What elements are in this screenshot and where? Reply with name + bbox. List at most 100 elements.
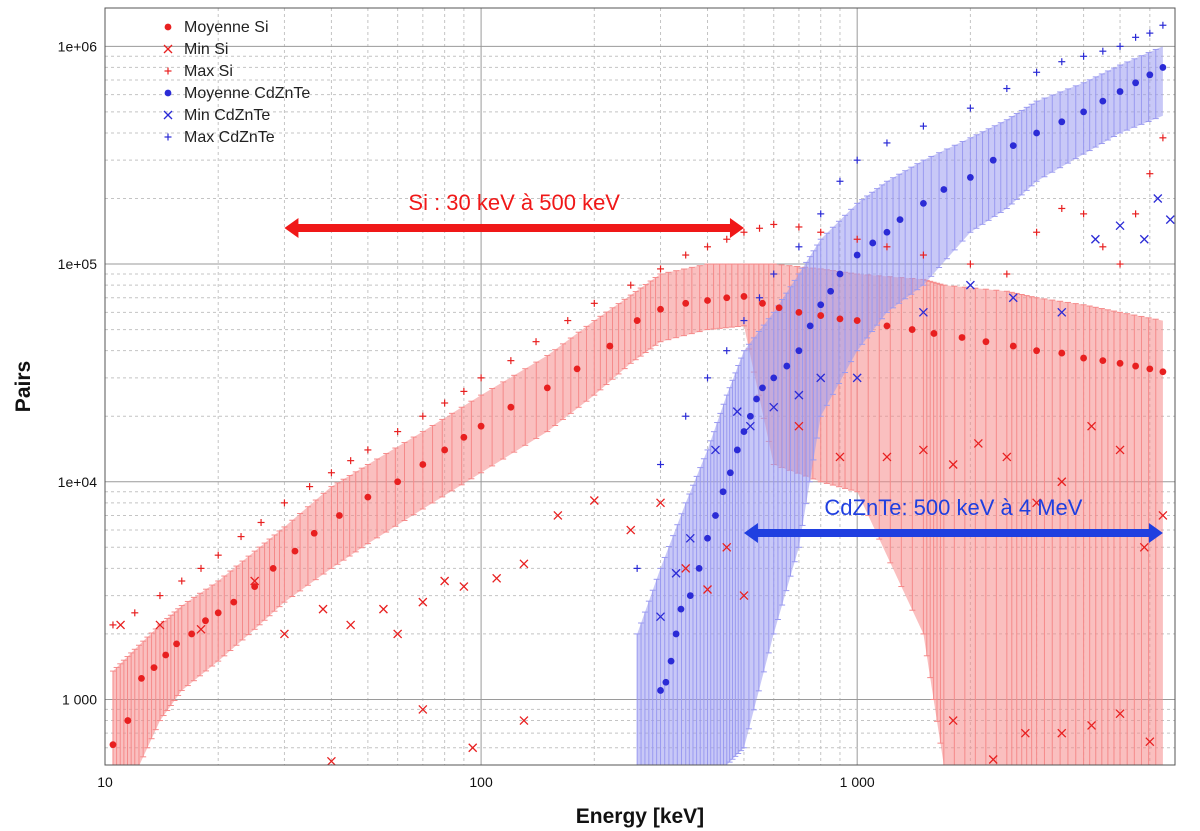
series-min-si-point	[459, 582, 469, 592]
series-min-si-point	[948, 716, 958, 726]
series-max-si-point	[704, 243, 712, 251]
series-min-si-point-stroke	[1139, 542, 1149, 552]
series-min-si-point	[492, 573, 502, 583]
series-moyenne-si-point	[1159, 368, 1167, 376]
series-min-si-point	[1032, 498, 1042, 508]
series-min-cdznte-point-stroke	[1115, 221, 1125, 231]
series-min-cdznte-point	[1008, 293, 1018, 303]
series-min-cdznte-point	[918, 307, 928, 317]
series-max-cdznte-point	[1003, 85, 1011, 93]
series-moyenne-cdznte-point	[657, 687, 664, 694]
series-moyenne-cdznte-point	[817, 301, 825, 309]
series-min-cdznte-point	[965, 280, 975, 290]
series-min-si-point-stroke	[1020, 728, 1030, 738]
series-min-si-point-stroke	[553, 511, 563, 520]
series-moyenne-cdznte-point	[919, 199, 927, 207]
series-min-cdznte-point	[1090, 234, 1100, 244]
legend-label: Max Si	[184, 63, 233, 80]
series-moyenne-cdznte-point	[1159, 64, 1167, 71]
series-min-si-point-stroke	[1057, 728, 1067, 738]
series-moyenne-si-point	[419, 461, 427, 468]
series-max-cdznte-point	[966, 104, 974, 112]
series-min-si-point-stroke	[1115, 445, 1125, 455]
series-min-cdznte-point-stroke	[1139, 234, 1149, 244]
series-min-si-point	[378, 604, 388, 614]
series-moyenne-cdznte-point	[770, 374, 778, 382]
series-min-cdznte-point	[1057, 307, 1067, 317]
series-min-cdznte-point	[816, 373, 826, 383]
series-min-si-point-stroke	[882, 452, 892, 462]
series-min-si	[116, 421, 1168, 765]
series-moyenne-cdznte-point	[940, 186, 948, 193]
series-max-cdznte-point	[1033, 68, 1041, 76]
series-moyenne-si-point	[657, 305, 664, 313]
series-moyenne-si-point	[853, 317, 861, 324]
series-min-si-point	[346, 620, 356, 630]
series-moyenne-si-point	[930, 330, 938, 337]
series-moyenne-si-point	[124, 717, 132, 724]
series-max-si-point	[394, 428, 402, 436]
series-moyenne-si-point	[251, 583, 259, 590]
series-max-si-point	[682, 251, 690, 259]
series-max-cdznte-point	[1159, 21, 1167, 29]
series-max-cdznte-point	[795, 243, 803, 251]
series-moyenne-si-point	[441, 446, 449, 454]
series-max-si-point	[441, 399, 449, 407]
series-moyenne-si-point	[310, 529, 318, 537]
series-min-si-point-stroke	[1145, 737, 1155, 747]
series-min-cdznte-point-stroke	[816, 373, 826, 383]
series-min-cdznte-point	[732, 407, 742, 417]
legend-marker-stroke	[163, 110, 173, 120]
data-points	[109, 21, 1175, 765]
series-min-si-point	[440, 576, 450, 586]
series-min-si-point-stroke	[326, 756, 336, 765]
series-moyenne-si-point	[1099, 357, 1107, 365]
series-min-si-point-stroke	[155, 620, 165, 630]
y-tick-label: 1 000	[62, 691, 97, 707]
series-moyenne-si-point	[150, 664, 158, 672]
series-min-cdznte-point-stroke	[671, 568, 681, 578]
axes: 10 100 1 000 1 000 1e+04 1e+05 1e+06 Energy [ke…	[12, 7, 1176, 828]
series-moyenne-cdznte-point	[783, 362, 791, 370]
series-min-si-point-stroke	[519, 716, 529, 726]
series-max-cdznte-point	[1099, 47, 1107, 55]
series-min-si-point-stroke	[318, 604, 328, 614]
series-min-si-point	[1115, 709, 1125, 719]
series-min-si-point	[1057, 477, 1067, 487]
series-moyenne-si-point	[335, 512, 343, 519]
legend-entry: Max CdZnTe	[164, 129, 275, 146]
series-max-cdznte-point	[723, 347, 731, 355]
series-min-cdznte-point-stroke	[685, 533, 695, 543]
series-max-si-point	[327, 469, 335, 477]
series-moyenne-cdznte	[657, 64, 1167, 694]
legend-marker	[164, 133, 172, 141]
series-moyenne-cdznte-point	[853, 251, 861, 259]
series-max-cdznte-point	[740, 317, 748, 325]
series-max-si-point	[460, 387, 468, 395]
series-max-cdznte-point	[1116, 42, 1124, 50]
series-max-cdznte-point	[836, 177, 844, 185]
series-min-cdznte-point-stroke	[852, 373, 862, 383]
annotation-1: CdZnTe: 500 keV à 4 MeV	[743, 495, 1163, 543]
series-max-cdznte	[633, 21, 1167, 572]
series-min-si-point	[468, 743, 478, 753]
series-moyenne-cdznte-point	[1146, 71, 1154, 79]
series-max-si-point	[280, 499, 288, 507]
series-max-si-point	[1003, 270, 1011, 278]
series-max-si-point	[347, 457, 355, 465]
series-min-si-point	[279, 629, 289, 639]
series-max-si-point	[237, 533, 245, 541]
series-moyenne-si-point	[633, 317, 641, 324]
series-min-cdznte-point	[1139, 234, 1149, 244]
series-min-si-point-stroke	[1158, 511, 1168, 520]
series-max-si-point	[419, 412, 427, 420]
series-moyenne-si-point	[291, 547, 299, 555]
series-max-cdznte-point	[1080, 52, 1088, 60]
series-moyenne-si-point	[1058, 349, 1066, 357]
series-min-si-point	[116, 620, 126, 630]
series-min-si-point-stroke	[346, 620, 356, 630]
series-min-cdznte-point	[1115, 221, 1125, 231]
series-min-si-point-stroke	[1087, 421, 1097, 431]
series-min-si-point	[250, 576, 260, 586]
series-max-cdznte-point	[919, 122, 927, 130]
